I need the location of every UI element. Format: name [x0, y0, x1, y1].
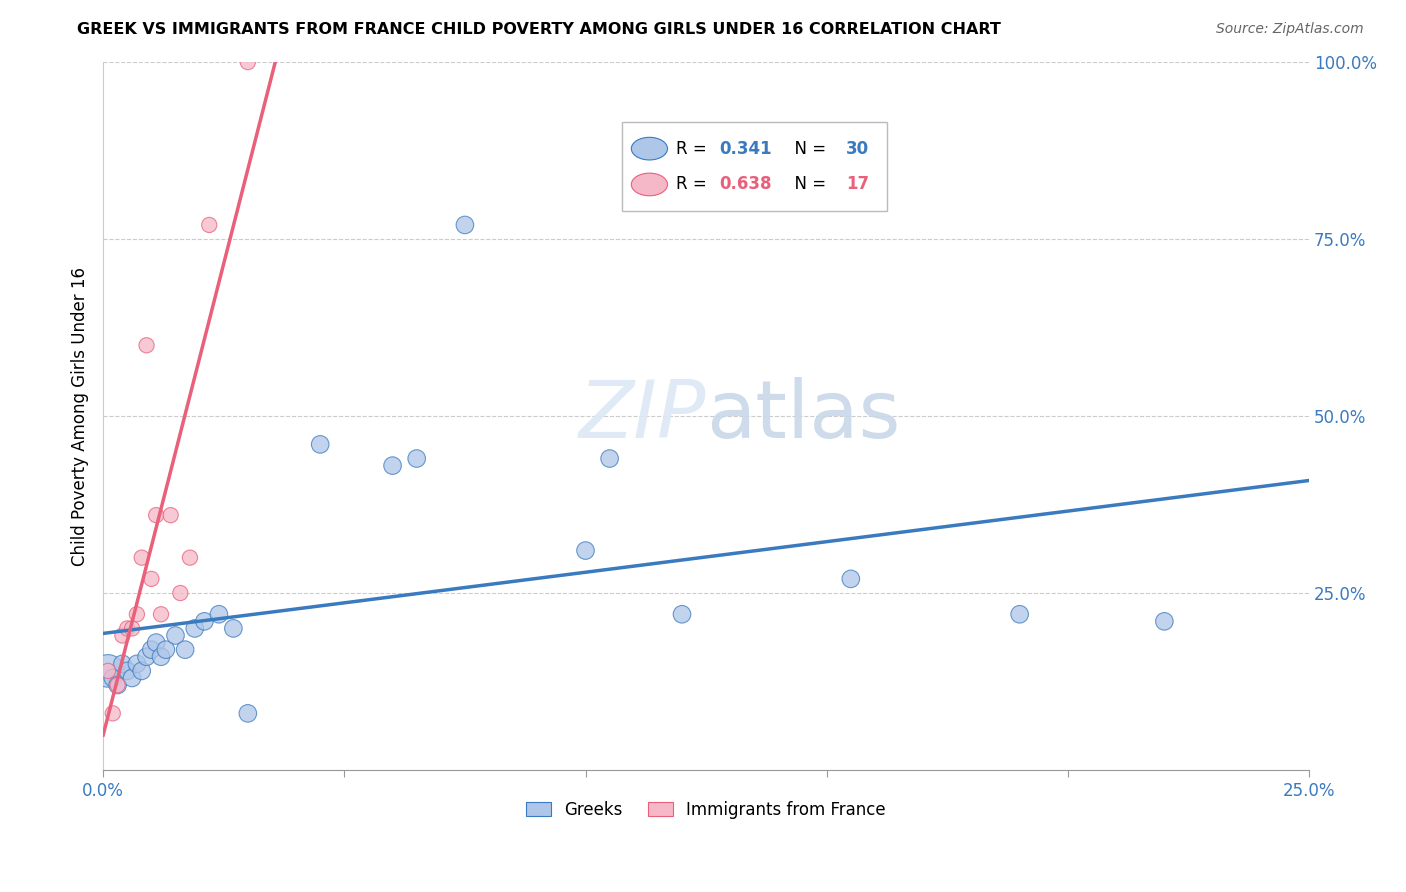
Point	[208, 607, 231, 622]
FancyBboxPatch shape	[621, 122, 887, 211]
Ellipse shape	[631, 137, 668, 160]
Point	[381, 458, 404, 473]
Point	[236, 706, 259, 721]
Text: Source: ZipAtlas.com: Source: ZipAtlas.com	[1216, 22, 1364, 37]
Point	[111, 657, 134, 671]
Point	[101, 706, 124, 721]
Text: N =: N =	[785, 140, 832, 158]
Point	[599, 451, 621, 466]
Text: R =: R =	[676, 140, 711, 158]
Text: 0.638: 0.638	[720, 176, 772, 194]
Point	[159, 508, 181, 523]
Point	[97, 664, 120, 678]
Point	[150, 649, 173, 664]
Point	[145, 508, 167, 523]
Legend: Greeks, Immigrants from France: Greeks, Immigrants from France	[520, 794, 893, 825]
Point	[97, 664, 120, 678]
Text: N =: N =	[785, 176, 832, 194]
Point	[135, 649, 157, 664]
Text: R =: R =	[676, 176, 711, 194]
Ellipse shape	[631, 173, 668, 195]
Text: 30: 30	[846, 140, 869, 158]
Point	[169, 586, 191, 600]
Point	[117, 622, 139, 636]
Point	[671, 607, 693, 622]
Point	[179, 550, 201, 565]
Point	[145, 635, 167, 649]
Y-axis label: Child Poverty Among Girls Under 16: Child Poverty Among Girls Under 16	[72, 267, 89, 566]
Point	[121, 622, 143, 636]
Point	[574, 543, 596, 558]
Point	[839, 572, 862, 586]
Point	[174, 642, 197, 657]
Point	[101, 671, 124, 685]
Point	[454, 218, 477, 232]
Point	[155, 642, 177, 657]
Point	[309, 437, 332, 451]
Text: atlas: atlas	[706, 377, 900, 455]
Point	[236, 55, 259, 70]
Point	[125, 607, 148, 622]
Point	[165, 628, 187, 642]
Point	[107, 678, 129, 692]
Text: 0.341: 0.341	[720, 140, 772, 158]
Point	[141, 572, 163, 586]
Point	[131, 550, 153, 565]
Point	[193, 615, 215, 629]
Point	[1008, 607, 1031, 622]
Point	[150, 607, 173, 622]
Text: ZIP: ZIP	[579, 377, 706, 455]
Point	[131, 664, 153, 678]
Point	[125, 657, 148, 671]
Point	[1153, 615, 1175, 629]
Point	[111, 628, 134, 642]
Text: 17: 17	[846, 176, 869, 194]
Point	[107, 678, 129, 692]
Point	[405, 451, 427, 466]
Point	[141, 642, 163, 657]
Text: GREEK VS IMMIGRANTS FROM FRANCE CHILD POVERTY AMONG GIRLS UNDER 16 CORRELATION C: GREEK VS IMMIGRANTS FROM FRANCE CHILD PO…	[77, 22, 1001, 37]
Point	[184, 622, 207, 636]
Point	[135, 338, 157, 352]
Point	[121, 671, 143, 685]
Point	[117, 664, 139, 678]
Point	[198, 218, 221, 232]
Point	[222, 622, 245, 636]
